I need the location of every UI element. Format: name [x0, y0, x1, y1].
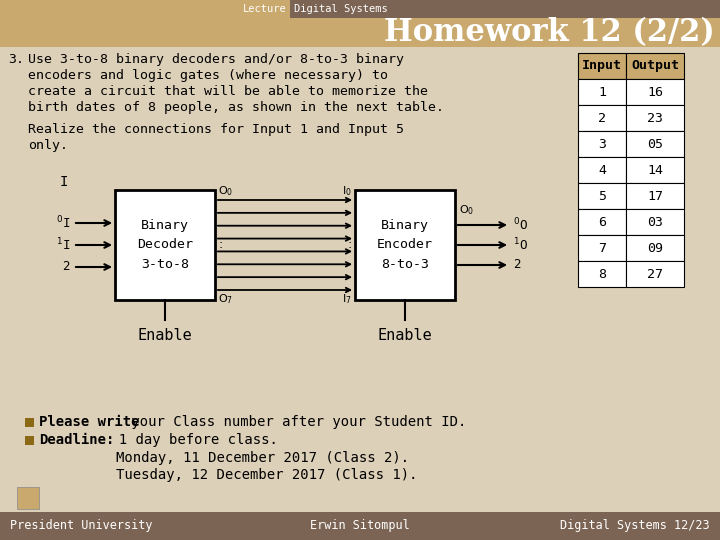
Text: 2: 2	[513, 259, 521, 272]
Text: Lecture: Lecture	[243, 4, 287, 14]
Bar	[626, 235, 684, 261]
Text: 14: 14	[647, 164, 663, 177]
Bar	[626, 157, 684, 183]
Bar	[626, 209, 684, 235]
Bar	[17, 487, 39, 509]
Text: 7: 7	[598, 241, 606, 254]
Text: encoders and logic gates (where necessary) to: encoders and logic gates (where necessar…	[28, 69, 388, 82]
Text: Enable: Enable	[377, 328, 433, 343]
Bar	[578, 261, 626, 287]
Bar	[578, 131, 626, 157]
Bar	[626, 183, 684, 209]
Text: 6: 6	[598, 215, 606, 228]
Text: 1: 1	[598, 85, 606, 98]
Text: Deadline:: Deadline:	[39, 433, 114, 447]
Bar	[25, 417, 34, 427]
Bar	[0, 0, 290, 18]
Text: birth dates of 8 people, as shown in the next table.: birth dates of 8 people, as shown in the…	[28, 101, 444, 114]
Text: I$_0$: I$_0$	[342, 184, 352, 198]
Text: I$_7$: I$_7$	[343, 292, 352, 306]
Bar	[578, 209, 626, 235]
Bar	[25, 435, 34, 444]
Bar	[355, 190, 455, 300]
Text: Binary
Decoder
3-to-8: Binary Decoder 3-to-8	[137, 219, 193, 272]
Bar	[626, 131, 684, 157]
Text: O$_0$: O$_0$	[459, 203, 474, 217]
Bar	[626, 105, 684, 131]
Text: President University: President University	[10, 519, 153, 532]
Bar	[0, 47, 720, 512]
Text: your Class number after your Student ID.: your Class number after your Student ID.	[123, 415, 467, 429]
Bar	[0, 18, 720, 47]
Text: :: :	[218, 239, 222, 252]
Text: Binary
Encoder
8-to-3: Binary Encoder 8-to-3	[377, 219, 433, 272]
Text: :: :	[348, 239, 352, 252]
Text: Erwin Sitompul: Erwin Sitompul	[310, 519, 410, 532]
Text: Tuesday, 12 December 2017 (Class 1).: Tuesday, 12 December 2017 (Class 1).	[116, 468, 418, 482]
Text: Output: Output	[631, 59, 679, 72]
Text: 23: 23	[647, 111, 663, 125]
Text: 05: 05	[647, 138, 663, 151]
Text: $^1$O: $^1$O	[513, 237, 528, 253]
Text: Homework 12 (2/2): Homework 12 (2/2)	[384, 17, 715, 48]
Bar	[578, 235, 626, 261]
Text: Realize the connections for Input 1 and Input 5: Realize the connections for Input 1 and …	[28, 123, 404, 136]
Text: Please write: Please write	[39, 415, 140, 429]
Text: 3.: 3.	[8, 53, 24, 66]
Text: $^1$I: $^1$I	[55, 237, 70, 253]
Text: 03: 03	[647, 215, 663, 228]
Text: Monday, 11 December 2017 (Class 2).: Monday, 11 December 2017 (Class 2).	[116, 451, 409, 465]
Text: $^0$O: $^0$O	[513, 217, 528, 233]
Text: 16: 16	[647, 85, 663, 98]
Text: $^0$I: $^0$I	[55, 215, 70, 231]
Bar	[115, 190, 215, 300]
Text: Input: Input	[582, 59, 622, 72]
Text: 5: 5	[598, 190, 606, 202]
Text: only.: only.	[28, 139, 68, 152]
Text: 2: 2	[63, 260, 70, 273]
Text: create a circuit that will be able to memorize the: create a circuit that will be able to me…	[28, 85, 428, 98]
Bar	[290, 0, 720, 18]
Bar	[578, 183, 626, 209]
Bar	[626, 53, 684, 79]
Text: Enable: Enable	[138, 328, 192, 343]
Text: 17: 17	[647, 190, 663, 202]
Bar	[626, 79, 684, 105]
Text: 8: 8	[598, 267, 606, 280]
Text: 09: 09	[647, 241, 663, 254]
Bar	[578, 157, 626, 183]
Bar	[0, 512, 720, 540]
Text: Digital Systems 12/23: Digital Systems 12/23	[560, 519, 710, 532]
Bar	[626, 261, 684, 287]
Text: O$_7$: O$_7$	[218, 292, 233, 306]
Text: O$_0$: O$_0$	[218, 184, 233, 198]
Text: Use 3-to-8 binary decoders and/or 8-to-3 binary: Use 3-to-8 binary decoders and/or 8-to-3…	[28, 53, 404, 66]
Text: 27: 27	[647, 267, 663, 280]
Text: Digital Systems: Digital Systems	[294, 4, 388, 14]
Bar	[578, 79, 626, 105]
Text: 1 day before class.: 1 day before class.	[102, 433, 278, 447]
Text: 3: 3	[598, 138, 606, 151]
Text: 4: 4	[598, 164, 606, 177]
Bar	[578, 105, 626, 131]
Bar	[578, 53, 626, 79]
Text: I: I	[60, 175, 68, 189]
Text: 2: 2	[598, 111, 606, 125]
